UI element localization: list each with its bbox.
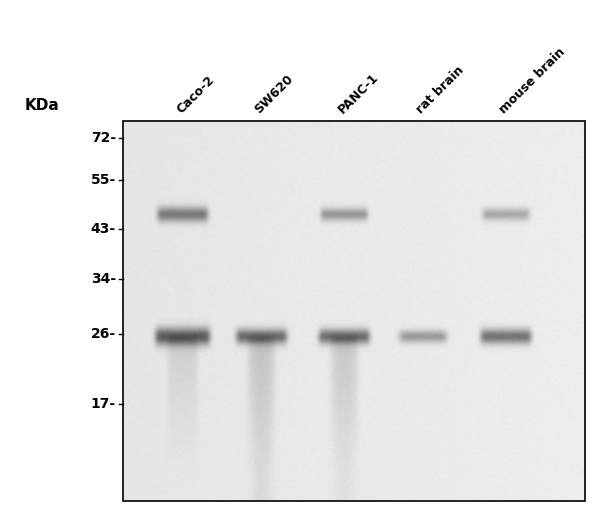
Text: 17-: 17- [91, 397, 116, 411]
Text: 43-: 43- [91, 222, 116, 236]
Text: Caco-2: Caco-2 [174, 73, 217, 116]
Text: 72-: 72- [91, 131, 116, 145]
Text: SW620: SW620 [253, 72, 296, 116]
Text: 34-: 34- [91, 271, 116, 286]
Text: PANC-1: PANC-1 [335, 70, 381, 116]
Text: 55-: 55- [91, 173, 116, 187]
Bar [123, 121, 585, 501]
Text: rat brain: rat brain [414, 63, 467, 116]
Text: mouse brain: mouse brain [497, 45, 568, 116]
Text: KDa: KDa [25, 98, 59, 113]
Text: 26-: 26- [91, 327, 116, 341]
